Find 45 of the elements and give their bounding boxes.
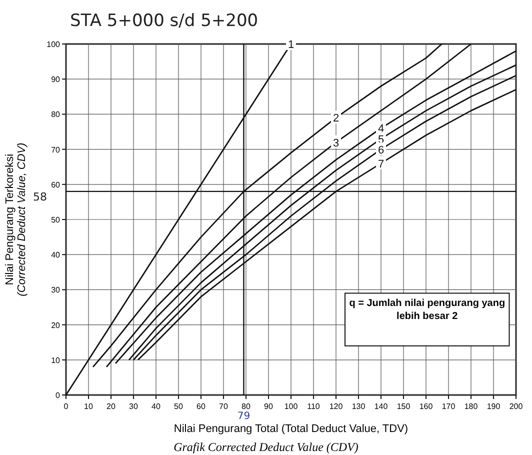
x-tick-label: 100 <box>284 402 298 411</box>
y-tick-label: 10 <box>51 356 61 365</box>
x-tick-label: 120 <box>329 402 344 411</box>
text: Grafik Corrected Deduct Value (CDV) <box>174 440 358 454</box>
annotation: q = Jumlah nilai pengurang yang lebih besar 2 <box>348 297 506 324</box>
y-tick-label: 50 <box>51 216 61 224</box>
y-tick-label: 0 <box>56 391 61 400</box>
x-axis-title: Nilai Pengurang Total (Total Deduct Value, TDV) <box>174 423 408 435</box>
x-tick-label: 140 <box>374 402 388 411</box>
y-tick-label: 100 <box>46 40 61 49</box>
y-axis-title: Nilai Pengurang Terkoreksi (Corrected Deduct Value, CDV) <box>4 142 28 296</box>
ref-line-label: 79 <box>237 411 250 422</box>
x-tick-label: 130 <box>352 402 366 411</box>
y-tick-label: 30 <box>51 286 61 295</box>
y-tick-label: 70 <box>51 145 61 154</box>
x-tick-label: 20 <box>106 402 116 411</box>
y-tick-label: 80 <box>51 110 61 120</box>
x-tick-label: 200 <box>509 402 524 411</box>
curve-tag: 6 <box>376 142 386 156</box>
curve-tag: 3 <box>331 135 341 150</box>
y-tick-label: 40 <box>51 250 61 260</box>
x-tick-label: 110 <box>307 402 320 411</box>
y-tick-label: 20 <box>51 320 61 330</box>
x-tick-label: 70 <box>219 402 228 411</box>
ref-line-label: 58 <box>33 190 47 204</box>
curve-tag: 1 <box>286 37 296 51</box>
curve-tag: 2 <box>331 110 341 125</box>
x-tick-label: 90 <box>264 402 274 411</box>
x-tick-label: 10 <box>84 402 94 411</box>
note-box: q = Jumlah nilai pengurang yang lebih besar 2 <box>344 292 510 346</box>
chart-title: STA 5+000 s/d 5+200 <box>70 11 258 31</box>
y-tick-label: 90 <box>51 75 61 84</box>
x-tick-label: 180 <box>464 402 478 411</box>
x-tick-label: 30 <box>129 402 138 411</box>
x-tick-label: 0 <box>64 402 69 411</box>
x-tick-label: 190 <box>486 402 501 411</box>
x-tick-label: 40 <box>152 402 161 411</box>
x-tick-label: 60 <box>196 402 206 411</box>
x-tick-label: 50 <box>174 402 184 411</box>
x-tick-label: 150 <box>396 402 411 411</box>
curve-tag: 7 <box>376 156 386 170</box>
x-tick-label: 80 <box>242 402 251 411</box>
x-tick-label: 160 <box>419 402 434 411</box>
x-tick-label: 170 <box>442 402 456 411</box>
y-tick-label: 60 <box>51 180 61 190</box>
